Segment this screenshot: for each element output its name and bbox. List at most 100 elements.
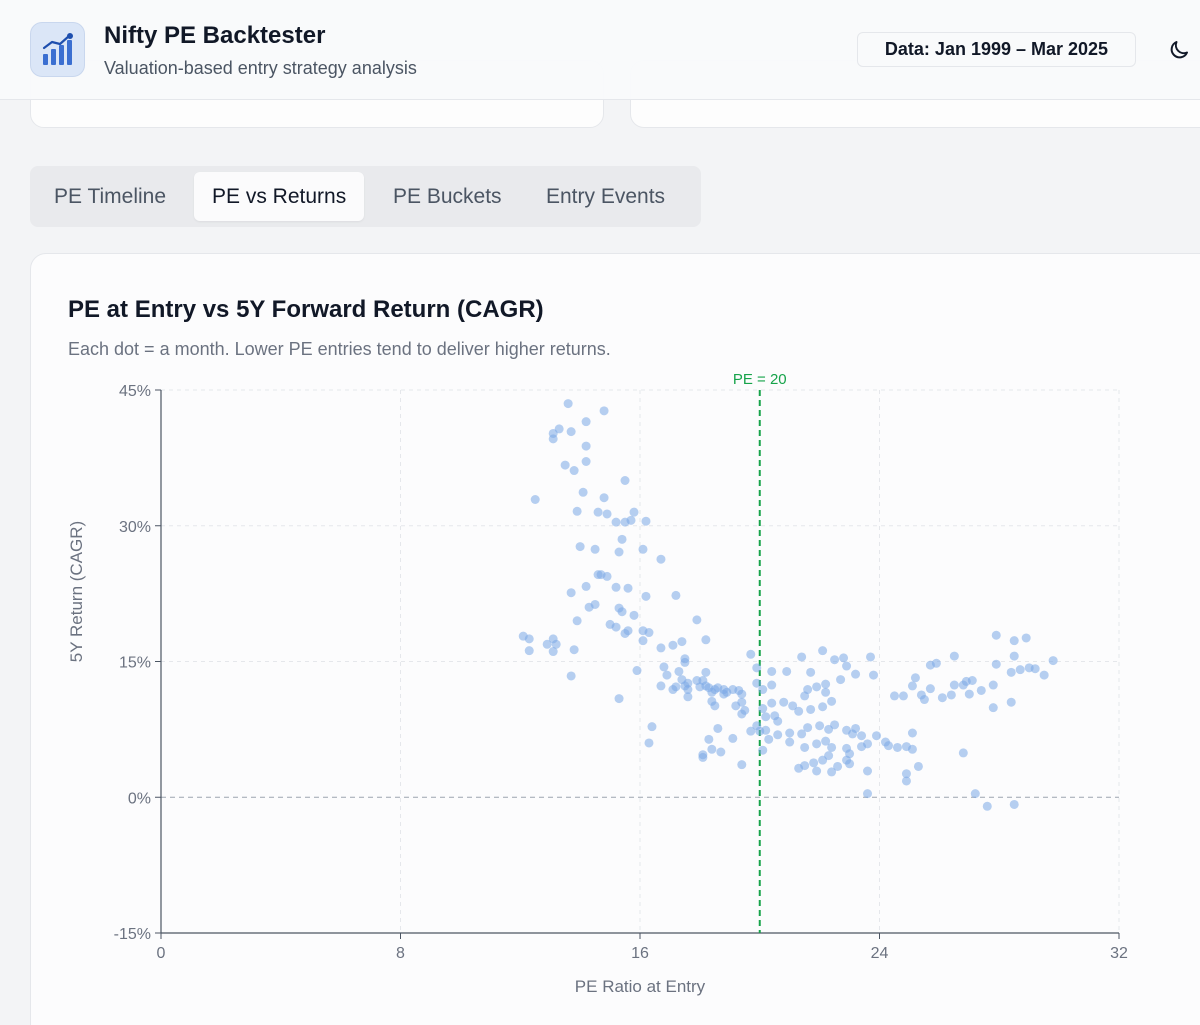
data-point	[524, 634, 534, 644]
data-point	[572, 616, 582, 626]
data-point	[991, 630, 1001, 640]
data-point	[710, 701, 720, 711]
data-point	[758, 745, 768, 755]
data-point	[599, 493, 609, 503]
data-point	[773, 716, 783, 726]
tab-entry-events[interactable]: Entry Events	[546, 184, 666, 208]
data-point	[964, 689, 974, 699]
data-point	[581, 441, 591, 451]
data-point	[644, 628, 654, 638]
y-tick-label: -15%	[114, 926, 151, 943]
data-point	[827, 696, 837, 706]
data-point	[907, 728, 917, 738]
data-point	[767, 680, 777, 690]
data-point	[794, 706, 804, 716]
data-point	[581, 456, 591, 466]
y-tick-label: 15%	[119, 655, 151, 672]
data-point	[782, 666, 792, 676]
data-point	[719, 689, 729, 699]
data-point	[680, 654, 690, 664]
theme-toggle-button[interactable]	[1164, 35, 1194, 65]
data-point	[728, 733, 738, 743]
data-point	[815, 721, 825, 731]
tab-pe-timeline[interactable]: PE Timeline	[54, 184, 167, 208]
data-point	[958, 748, 968, 758]
data-point	[872, 731, 882, 741]
data-point	[668, 685, 678, 695]
data-point	[821, 687, 831, 697]
x-tick-label: 24	[871, 945, 889, 962]
data-point	[794, 763, 804, 773]
data-point	[863, 739, 873, 749]
data-point	[857, 731, 867, 741]
data-point	[779, 697, 789, 707]
reference-line-label: PE = 20	[733, 371, 787, 388]
data-point	[560, 460, 570, 470]
data-point	[713, 723, 723, 733]
view-tabs: PE Timeline PE vs Returns PE Buckets Ent…	[30, 166, 701, 227]
data-point	[638, 544, 648, 554]
tab-pe-buckets[interactable]: PE Buckets	[393, 184, 502, 208]
chart-title: PE at Entry vs 5Y Forward Return (CAGR)	[68, 296, 544, 323]
data-point	[851, 723, 861, 733]
data-point	[931, 658, 941, 668]
data-point	[830, 720, 840, 730]
app-logo	[30, 22, 85, 77]
data-point	[620, 476, 630, 485]
data-point	[566, 588, 576, 598]
data-point	[788, 701, 798, 711]
data-point	[551, 639, 561, 649]
data-point	[752, 678, 762, 688]
data-point	[1009, 636, 1019, 646]
x-tick-label: 8	[396, 945, 405, 962]
data-point	[797, 729, 807, 739]
data-point	[683, 692, 693, 702]
data-point	[889, 691, 899, 701]
data-point	[656, 554, 666, 564]
y-tick-label: 45%	[119, 383, 151, 400]
x-axis-title: PE Ratio at Entry	[575, 977, 706, 996]
data-point	[644, 738, 654, 748]
data-point	[1048, 656, 1058, 666]
app-header: Nifty PE Backtester Valuation-based entr…	[0, 0, 1200, 100]
data-point	[949, 651, 959, 661]
data-point	[761, 712, 771, 722]
x-tick-label: 0	[157, 945, 166, 962]
data-point	[614, 694, 624, 704]
data-point	[590, 599, 600, 609]
x-tick-label: 32	[1110, 945, 1128, 962]
data-point	[758, 704, 768, 714]
data-point	[901, 769, 911, 779]
data-point	[668, 640, 678, 650]
data-point	[842, 661, 852, 671]
data-point	[866, 652, 876, 662]
data-point	[581, 581, 591, 591]
data-point	[925, 684, 935, 694]
data-point	[698, 750, 708, 760]
tab-pe-vs-returns[interactable]: PE vs Returns	[194, 172, 365, 221]
data-point	[818, 755, 828, 765]
data-point	[569, 645, 579, 655]
data-point	[632, 666, 642, 676]
data-point	[892, 742, 902, 752]
data-point	[907, 681, 917, 691]
data-point	[907, 744, 917, 754]
data-point	[629, 610, 639, 620]
data-point	[806, 704, 816, 714]
data-point	[869, 670, 879, 680]
data-point	[602, 509, 612, 519]
data-point	[626, 515, 636, 525]
data-point	[949, 680, 959, 690]
data-point	[937, 693, 947, 703]
data-point	[764, 734, 774, 744]
data-point	[946, 690, 956, 700]
data-point	[812, 682, 822, 692]
data-point	[812, 766, 822, 776]
data-point	[617, 534, 627, 544]
data-point	[800, 691, 810, 701]
scatter-chart: 0 8 16 24 32 45% 30% 15% 0% -15% PE Ratio at Entry…	[67, 371, 1128, 996]
data-range-badge: Data: Jan 1999 – Mar 2025	[857, 32, 1136, 67]
data-point	[1009, 651, 1019, 661]
data-point	[839, 653, 849, 663]
data-point	[821, 736, 831, 746]
